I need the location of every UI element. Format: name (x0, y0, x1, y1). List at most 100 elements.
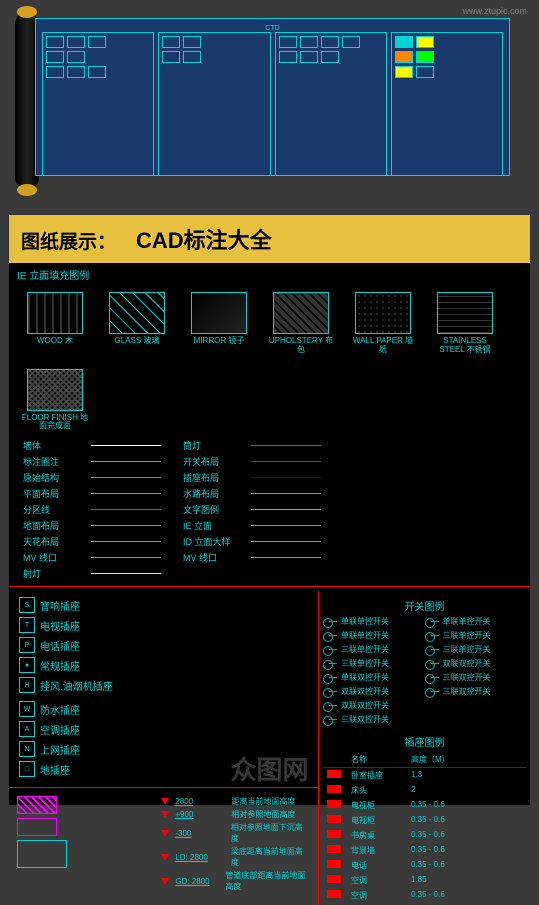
legend-line (251, 445, 321, 446)
source-url: www.ztupic.com (462, 6, 527, 16)
table-row: 电视柜0.35 - 0.6 (323, 813, 526, 828)
legend-item: 墙体 (23, 439, 183, 452)
legend-label: IE 立面 (183, 519, 243, 532)
socket-label: 电视插座 (40, 618, 80, 633)
switch-label: 三联单控开关 (341, 658, 389, 669)
switch-icon (323, 716, 337, 724)
dim-desc: 梁底距离当前地面高度 (231, 846, 310, 868)
switch-item: 单联双控开关 (323, 672, 425, 683)
legend-item: 天花布局 (23, 535, 183, 548)
socket-height: 2 (407, 783, 467, 798)
legend-label: 墙体 (23, 439, 83, 452)
switch-icon (425, 674, 439, 682)
legend-item: 平面布局 (23, 487, 183, 500)
socket-icon: T (19, 617, 35, 633)
switch-icon (323, 702, 337, 710)
socket-item: W防水插座 (19, 701, 173, 717)
dimension-row: LD: 2800 梁底距离当前地面高度 (161, 846, 310, 868)
legend-label: 原始结构 (23, 471, 83, 484)
socket-icon: N (19, 741, 35, 757)
socket-type-icon (327, 830, 341, 838)
socket-label: 常规插座 (40, 658, 80, 673)
blueprint-title: CTD (42, 25, 503, 32)
switch-label: 双联双控开关 (341, 686, 389, 697)
legend-label: 天花布局 (23, 535, 83, 548)
switch-label: 双联双控开关 (341, 700, 389, 711)
legend-label: 开关布局 (183, 455, 243, 468)
legend-line (91, 493, 161, 494)
socket-icon: H (19, 677, 35, 693)
legend-item: 分区线 (23, 503, 183, 516)
legend-line (251, 477, 321, 478)
socket-height: 0.35 - 0.6 (407, 843, 467, 858)
legend-line (251, 461, 321, 462)
legend-line (91, 509, 161, 510)
switch-item: 三联单控开关 (323, 644, 425, 655)
legend-line (251, 557, 321, 558)
switch-label: 单联单控开关 (341, 616, 389, 627)
socket-item: A空调插座 (19, 721, 173, 737)
blueprint-preview: CTD (35, 18, 510, 176)
panel-header: 图纸展示： CAD标注大全 (9, 215, 530, 263)
switch-icon (425, 632, 439, 640)
switch-icon (323, 618, 337, 626)
legend-label: 标注圈注 (23, 455, 83, 468)
dim-value: -300 (175, 829, 224, 838)
socket-label: 音响插座 (40, 598, 80, 613)
material-wall: WALL PAPER 墙纸 (349, 292, 417, 355)
material-swatch (109, 292, 165, 334)
legend-item: 水路布局 (183, 487, 516, 500)
socket-type-icon (327, 800, 341, 808)
dim-desc: 管道底部距离当前地面高度 (225, 870, 310, 892)
legend-item: MV 线口 (23, 551, 183, 564)
legend-line (251, 509, 321, 510)
legend-line (91, 541, 161, 542)
socket-name: 床头 (347, 783, 407, 798)
red-divider-2 (9, 787, 318, 788)
socket-name: 电话 (347, 858, 407, 873)
material-label: STAINLESS STEEL 不锈钢 (431, 337, 499, 355)
legend-item: ID 立面大样 (183, 535, 516, 548)
switch-label: 三联单控开关 (341, 644, 389, 655)
switch-label: 三联双控开关 (443, 672, 491, 683)
switch-icon (323, 674, 337, 682)
red-divider (9, 586, 530, 587)
material-swatch (27, 292, 83, 334)
table-row: 空调0.35 - 0.6 (323, 888, 526, 903)
switch-label: 单联单控开关 (341, 630, 389, 641)
material-glass: GLASS 玻璃 (103, 292, 171, 355)
socket-height-table: 插座图例 名称 高度（M） 卧室插座1.3床头2电视柜0.35 - 0.6电视柜… (319, 729, 530, 905)
materials-section-label: IE 立面填充图例 (9, 263, 530, 286)
socket-type-icon (327, 890, 341, 898)
material-swatch (273, 292, 329, 334)
socket-table-title: 插座图例 (323, 731, 526, 752)
dim-desc: 距离当前地面高度 (231, 796, 295, 807)
legend-line (251, 541, 321, 542)
material-swatch (355, 292, 411, 334)
dim-arrow-icon (161, 878, 169, 885)
socket-icon: S (19, 597, 35, 613)
legend-line (91, 461, 161, 462)
socket-height: 0.35 - 0.6 (407, 858, 467, 873)
socket-item: ●常规插座 (19, 657, 173, 673)
dimension-row: +900相对参照地面高度 (161, 809, 310, 820)
table-row: 背景墙0.35 - 0.6 (323, 843, 526, 858)
dim-value: GD: 2800 (175, 877, 219, 886)
dim-value: LD: 2800 (175, 853, 224, 862)
legend-item: 地面布局 (23, 519, 183, 532)
socket-item: □地插座 (19, 761, 173, 777)
table-row: 书房桌0.35 - 0.6 (323, 828, 526, 843)
dimension-row: -300相对参照地面下沉高度 (161, 822, 310, 844)
socket-height: 0.35 - 0.6 (407, 888, 467, 903)
materials-grid: WOOD 木GLASS 玻璃MIRROR 镜子UPHOLSTERY 布包WALL… (9, 286, 530, 437)
material-uphol: UPHOLSTERY 布包 (267, 292, 335, 355)
legend-item: 开关布局 (183, 455, 516, 468)
legend-label: 水路布局 (183, 487, 243, 500)
legend-item: IE 立面 (183, 519, 516, 532)
socket-type-icon (327, 815, 341, 823)
dim-symbol (17, 796, 57, 814)
socket-type-icon (327, 860, 341, 868)
table-row: 电话0.35 - 0.6 (323, 858, 526, 873)
table-row: 床头2 (323, 783, 526, 798)
switch-label: 单联单控开关 (443, 616, 491, 627)
